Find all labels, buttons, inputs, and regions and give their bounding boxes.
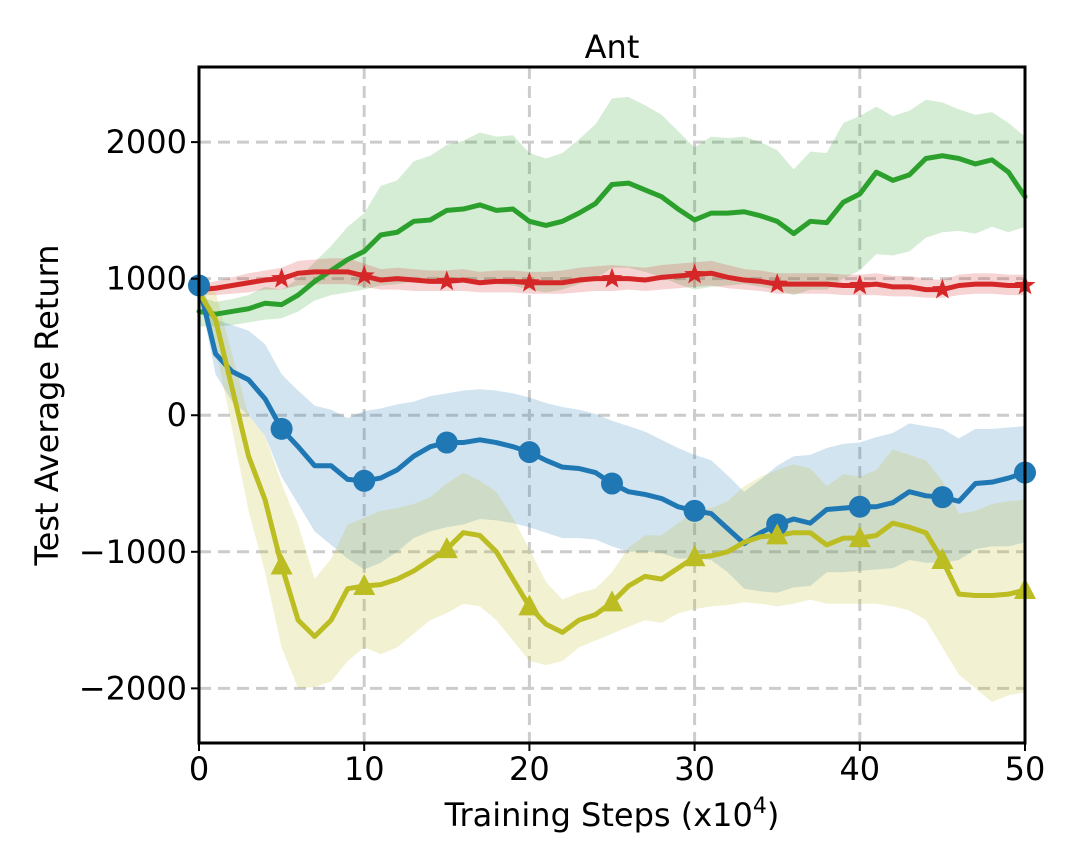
red-marker xyxy=(518,271,540,292)
y-tick-label: 0 xyxy=(167,396,187,434)
y-tick-label: −2000 xyxy=(79,669,187,707)
x-tick-label: 40 xyxy=(839,750,880,788)
blue-marker xyxy=(518,441,541,464)
olive-marker xyxy=(353,573,376,595)
blue-marker xyxy=(683,499,706,522)
olive-marker xyxy=(683,545,706,567)
y-tick-label: −1000 xyxy=(79,533,187,571)
olive-marker xyxy=(435,537,458,559)
blue-marker xyxy=(601,472,623,495)
olive-marker xyxy=(766,523,789,545)
x-tick-label: 0 xyxy=(189,750,209,788)
plot-frame xyxy=(197,65,1027,745)
red-marker xyxy=(436,270,458,291)
olive-marker xyxy=(931,548,954,570)
series-markers xyxy=(188,263,1036,616)
blue-marker xyxy=(435,431,458,454)
red-marker xyxy=(931,278,953,299)
x-ticks: 0 10 20 30 40 50 xyxy=(189,743,1046,788)
x-tick-label: 30 xyxy=(674,750,715,788)
blue-marker xyxy=(848,495,871,518)
green-std-band xyxy=(199,97,1025,327)
x-tick-label: 50 xyxy=(1005,750,1046,788)
y-tick-label: 1000 xyxy=(106,260,187,298)
red-marker xyxy=(271,267,293,288)
x-tick-label: 20 xyxy=(509,750,550,788)
red-marker xyxy=(849,274,871,295)
chart-title: Ant xyxy=(585,28,640,66)
green-series-line xyxy=(196,153,1028,317)
olive-marker xyxy=(270,553,293,575)
x-axis-label: Training Steps (x104) xyxy=(444,794,780,834)
y-tick-label: 2000 xyxy=(106,123,187,161)
x-tick-label: 10 xyxy=(344,750,385,788)
blue-marker xyxy=(931,486,954,509)
olive-std-band xyxy=(199,285,1025,703)
red-marker xyxy=(601,267,623,288)
red-marker xyxy=(766,273,788,293)
y-axis-label: Test Average Return xyxy=(28,245,66,567)
grid-lines xyxy=(199,67,1025,743)
y-ticks: −2000 −1000 0 1000 2000 xyxy=(79,123,199,707)
olive-marker xyxy=(601,590,623,612)
blue-marker xyxy=(270,417,293,440)
red-marker xyxy=(353,264,375,285)
blue-marker xyxy=(353,469,376,492)
red-marker xyxy=(684,263,706,284)
olive-marker xyxy=(848,526,871,548)
olive-marker xyxy=(518,594,541,616)
